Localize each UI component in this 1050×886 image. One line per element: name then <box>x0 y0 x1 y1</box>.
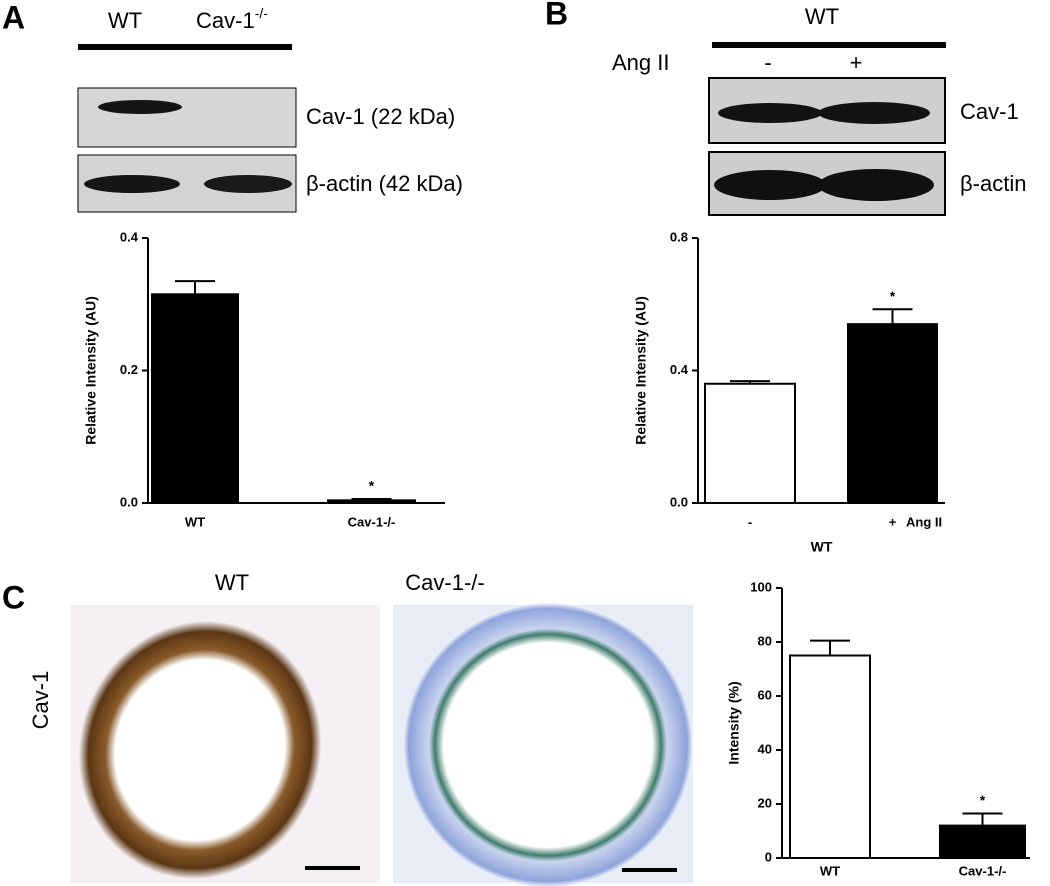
lane-superscript: -/- <box>255 5 269 21</box>
x-axis-label: WT <box>811 539 833 555</box>
treatment-label: Ang II <box>906 514 942 529</box>
bar <box>939 824 1026 859</box>
row-label: Cav-1 <box>28 671 53 730</box>
x-tick-label: - <box>748 514 752 529</box>
band-label: β-actin <box>960 171 1026 196</box>
vessel <box>78 621 322 879</box>
treatment-label: Ang II <box>612 50 669 75</box>
column-label: Cav-1-/- <box>405 570 484 595</box>
panel-letter: B <box>545 0 568 31</box>
x-tick-label: WT <box>185 514 205 529</box>
x-tick-label: + <box>889 514 897 529</box>
significance-mark: * <box>890 288 896 304</box>
bar <box>327 499 416 505</box>
y-tick-label: 0.0 <box>120 494 138 509</box>
x-tick-label: Cav-1-/- <box>348 514 396 529</box>
x-tick-label: Cav-1-/- <box>959 863 1007 878</box>
blot <box>77 87 297 148</box>
y-tick-label: 80 <box>758 633 772 648</box>
panel-letter: A <box>2 0 25 35</box>
y-axis-label: Intensity (%) <box>726 681 742 764</box>
band <box>718 103 822 123</box>
y-tick-label: 0.8 <box>670 229 688 244</box>
y-tick-label: 20 <box>758 795 772 810</box>
bar <box>789 654 871 859</box>
band-label: β-actin (42 kDa) <box>306 171 463 196</box>
lane-label: WT <box>108 8 142 33</box>
band <box>204 175 292 193</box>
band <box>818 102 930 124</box>
y-tick-label: 0.4 <box>120 229 139 244</box>
band <box>714 170 826 200</box>
panel-letter: C <box>2 579 25 615</box>
y-tick-label: 0 <box>765 849 772 864</box>
vessel <box>403 603 693 886</box>
y-tick-label: 0.4 <box>670 362 689 377</box>
significance-mark: * <box>980 792 986 808</box>
lane-label: - <box>764 50 771 75</box>
y-tick-label: 40 <box>758 741 772 756</box>
lane-label: Cav-1 <box>196 8 255 33</box>
significance-mark: * <box>369 478 375 494</box>
band <box>84 175 180 193</box>
y-tick-label: 0.0 <box>670 494 688 509</box>
bar <box>704 382 796 504</box>
lane-label: + <box>850 50 863 75</box>
band-label: Cav-1 <box>960 99 1019 124</box>
bar <box>847 323 938 504</box>
y-tick-label: 0.2 <box>120 362 138 377</box>
x-tick-label: WT <box>820 863 840 878</box>
lane-label: Cav-1-/- <box>196 5 268 33</box>
band <box>98 100 182 114</box>
y-axis-label: Relative Intensity (AU) <box>83 296 99 445</box>
bar <box>151 293 239 504</box>
band <box>818 169 934 201</box>
group-label: WT <box>805 4 839 29</box>
band-label: Cav-1 (22 kDa) <box>306 104 455 129</box>
y-tick-label: 60 <box>758 687 772 702</box>
y-tick-label: 100 <box>750 579 772 594</box>
y-axis-label: Relative Intensity (AU) <box>633 296 649 445</box>
column-label: WT <box>215 570 249 595</box>
